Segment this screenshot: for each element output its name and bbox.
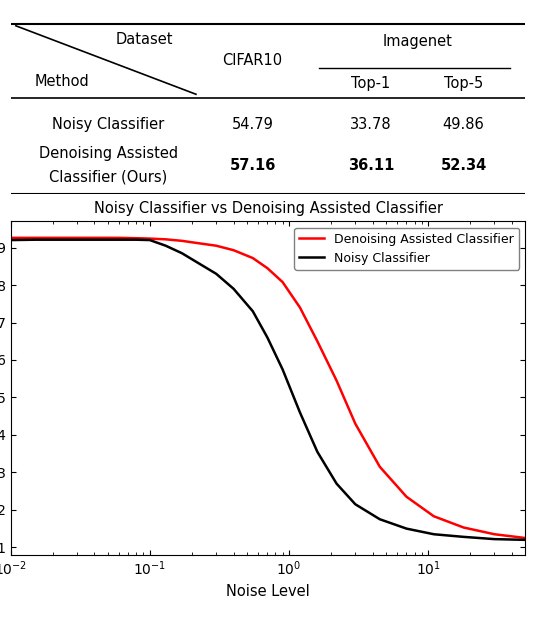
Denoising Assisted Classifier <box>333 377 340 384</box>
Denoising Assisted Classifier <box>8 234 14 242</box>
Denoising Assisted Classifier <box>377 463 383 471</box>
Text: Dataset: Dataset <box>116 33 173 48</box>
Noisy Classifier <box>403 525 410 532</box>
Noisy Classifier <box>147 237 153 244</box>
Text: Imagenet: Imagenet <box>382 34 452 49</box>
Denoising Assisted Classifier <box>74 234 80 242</box>
Text: Top-1: Top-1 <box>351 76 391 91</box>
Noisy Classifier <box>74 236 80 244</box>
Line: Noisy Classifier: Noisy Classifier <box>11 240 525 540</box>
Denoising Assisted Classifier <box>147 235 153 242</box>
Noisy Classifier <box>162 242 169 249</box>
Noisy Classifier <box>264 334 271 341</box>
Text: Top-5: Top-5 <box>444 76 483 91</box>
Noisy Classifier <box>314 448 321 456</box>
Text: 57.16: 57.16 <box>229 158 276 173</box>
Noisy Classifier <box>522 536 528 543</box>
Text: Noisy Classifier: Noisy Classifier <box>53 116 165 131</box>
Text: 36.11: 36.11 <box>348 158 394 173</box>
Text: Classifier (Ours): Classifier (Ours) <box>49 169 168 184</box>
Noisy Classifier <box>250 307 256 315</box>
Denoising Assisted Classifier <box>297 304 303 311</box>
Denoising Assisted Classifier <box>162 235 169 243</box>
Text: 52.34: 52.34 <box>441 158 487 173</box>
Title: Noisy Classifier vs Denoising Assisted Classifier: Noisy Classifier vs Denoising Assisted C… <box>93 201 443 216</box>
Noisy Classifier <box>352 501 359 508</box>
Denoising Assisted Classifier <box>250 254 256 262</box>
Noisy Classifier <box>333 480 340 488</box>
Denoising Assisted Classifier <box>133 235 139 242</box>
Noisy Classifier <box>279 366 286 373</box>
Denoising Assisted Classifier <box>230 247 237 254</box>
Noisy Classifier <box>213 270 219 277</box>
Noisy Classifier <box>194 259 200 266</box>
Denoising Assisted Classifier <box>279 279 286 286</box>
Noisy Classifier <box>460 533 467 541</box>
Denoising Assisted Classifier <box>314 337 321 345</box>
Denoising Assisted Classifier <box>194 239 200 247</box>
Denoising Assisted Classifier <box>91 234 98 242</box>
Text: Denoising Assisted: Denoising Assisted <box>39 146 178 162</box>
Noisy Classifier <box>133 236 139 244</box>
Noisy Classifier <box>491 535 497 543</box>
Denoising Assisted Classifier <box>116 234 122 242</box>
Noisy Classifier <box>430 530 437 538</box>
Denoising Assisted Classifier <box>403 493 410 501</box>
Noisy Classifier <box>8 237 14 244</box>
Text: 49.86: 49.86 <box>443 116 485 131</box>
Text: 54.79: 54.79 <box>232 116 273 131</box>
Denoising Assisted Classifier <box>178 237 185 245</box>
Noisy Classifier <box>49 236 56 244</box>
Noisy Classifier <box>32 236 39 244</box>
Text: Method: Method <box>35 74 90 90</box>
Denoising Assisted Classifier <box>264 264 271 272</box>
Denoising Assisted Classifier <box>49 234 56 242</box>
Denoising Assisted Classifier <box>522 534 528 541</box>
Denoising Assisted Classifier <box>32 234 39 242</box>
Denoising Assisted Classifier <box>213 242 219 249</box>
Noisy Classifier <box>91 236 98 244</box>
Denoising Assisted Classifier <box>460 524 467 531</box>
Denoising Assisted Classifier <box>352 420 359 428</box>
Denoising Assisted Classifier <box>491 530 497 538</box>
Text: CIFAR10: CIFAR10 <box>222 53 282 68</box>
Noisy Classifier <box>178 249 185 257</box>
Denoising Assisted Classifier <box>430 513 437 520</box>
Noisy Classifier <box>377 515 383 523</box>
Legend: Denoising Assisted Classifier, Noisy Classifier: Denoising Assisted Classifier, Noisy Cla… <box>294 228 519 270</box>
Line: Denoising Assisted Classifier: Denoising Assisted Classifier <box>11 238 525 538</box>
Noisy Classifier <box>297 409 303 416</box>
X-axis label: Noise Level: Noise Level <box>226 584 310 599</box>
Noisy Classifier <box>116 236 122 244</box>
Noisy Classifier <box>230 285 237 292</box>
Text: 33.78: 33.78 <box>350 116 392 131</box>
